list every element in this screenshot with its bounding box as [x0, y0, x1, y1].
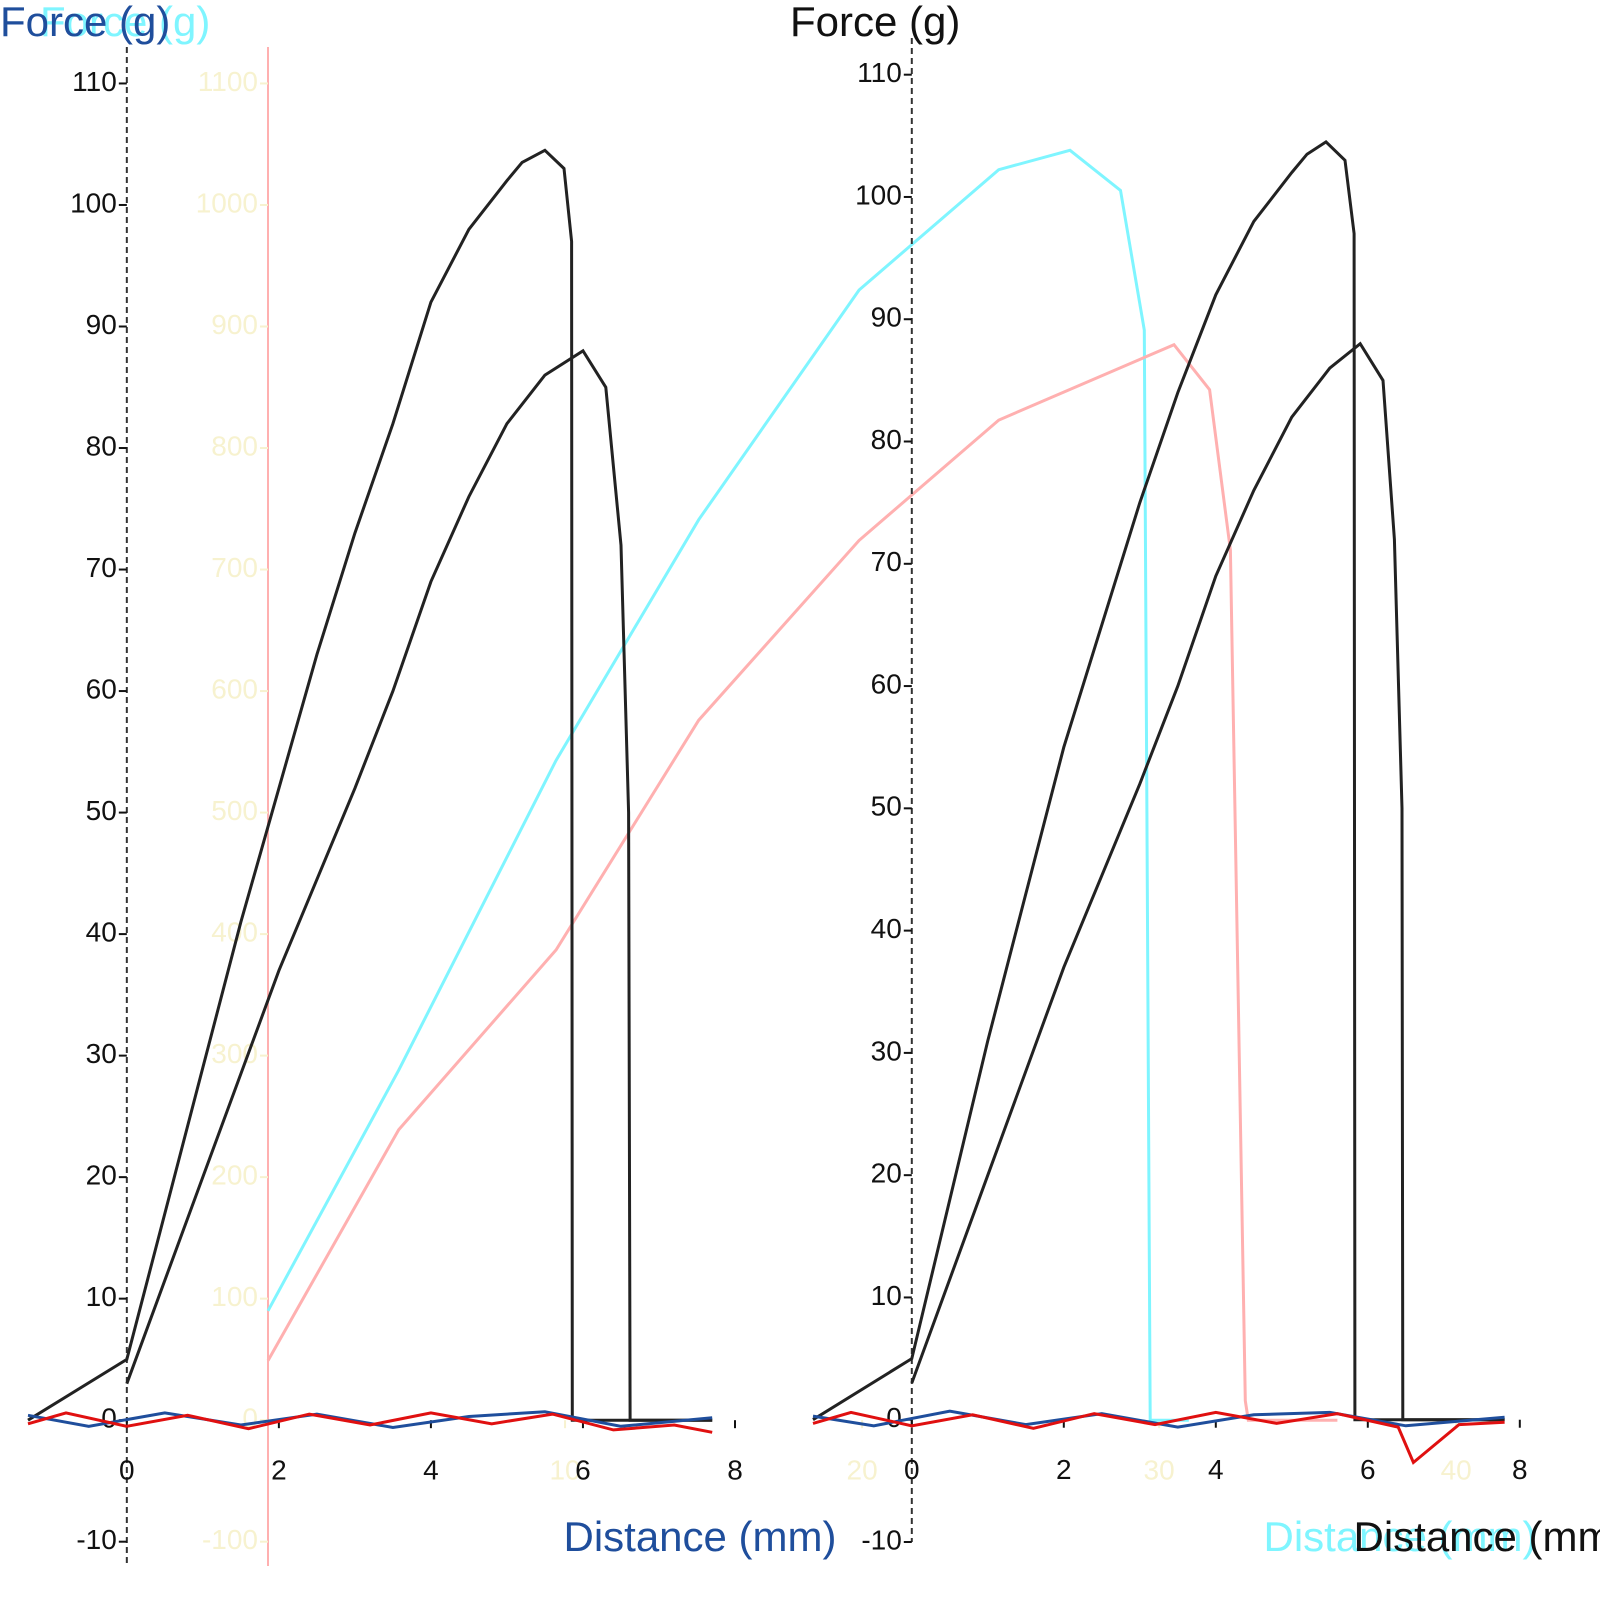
y-axis-title: Force (g): [0, 0, 170, 45]
y-tick-label: -100: [202, 1524, 258, 1555]
y-tick-label: 80: [86, 430, 117, 461]
y-axis-title: Force (g): [790, 0, 960, 45]
x-tick-label: 8: [1512, 1454, 1528, 1485]
x-tick-label: 8: [727, 1455, 743, 1486]
y-tick-label: 110: [857, 57, 902, 88]
x-tick-label: 2: [1056, 1454, 1072, 1485]
y-tick-label: 0: [101, 1403, 117, 1434]
y-tick-label: 90: [86, 309, 117, 340]
x-axis-title: Distance (mm): [1263, 1513, 1536, 1560]
x-tick-label: 2: [271, 1455, 287, 1486]
y-tick-label: 100: [211, 1281, 258, 1312]
y-tick-label: 70: [871, 546, 902, 577]
y-tick-label: 10: [86, 1281, 117, 1312]
y-tick-label: 30: [86, 1038, 117, 1069]
y-tick-label: 80: [871, 424, 902, 455]
x-tick-label: 40: [1441, 1455, 1472, 1486]
y-tick-label: 30: [871, 1035, 902, 1066]
x-tick-label: 4: [423, 1455, 439, 1486]
data-line: [27, 148, 713, 1422]
y-tick-label: 100: [855, 179, 902, 210]
x-tick-label: 30: [1144, 1455, 1175, 1486]
y-tick-label: 0: [886, 1402, 902, 1433]
y-tick-label: 1100: [198, 66, 258, 97]
y-axis-title: Force (g): [40, 0, 210, 45]
y-tick-label: 20: [86, 1160, 117, 1191]
y-tick-label: 50: [86, 795, 117, 826]
y-tick-label: 200: [211, 1160, 258, 1191]
x-tick-label: 0: [904, 1454, 920, 1485]
data-line: [27, 1411, 713, 1434]
x-tick-label: 20: [847, 1455, 878, 1486]
y-tick-label: 600: [211, 673, 258, 704]
y-tick-label: 60: [86, 673, 117, 704]
y-tick-label: 70: [86, 552, 117, 583]
data-line: [812, 1410, 1505, 1465]
data-line: [812, 139, 1505, 1422]
y-tick-label: 50: [871, 791, 902, 822]
y-tick-label: -10: [861, 1524, 901, 1555]
x-tick-label: 4: [1208, 1454, 1224, 1485]
y-tick-label: 60: [871, 668, 902, 699]
y-tick-label: 90: [871, 302, 902, 333]
y-tick-label: 1000: [196, 187, 258, 218]
y-tick-label: 110: [72, 66, 117, 97]
x-tick-label: 0: [119, 1455, 135, 1486]
y-tick-label: 100: [70, 187, 117, 218]
y-tick-label: 800: [211, 430, 258, 461]
y-tick-label: 700: [211, 552, 258, 583]
data-line: [266, 148, 1189, 1422]
x-tick-label: 10: [549, 1455, 580, 1486]
x-axis-title: Distance (mm): [563, 1513, 836, 1560]
y-tick-label: 20: [871, 1158, 902, 1189]
y-tick-label: 40: [86, 916, 117, 947]
y-tick-label: 900: [211, 309, 258, 340]
x-axis-title: Distance (mm): [1353, 1513, 1600, 1560]
y-tick-label: 40: [871, 913, 902, 944]
y-tick-label: 300: [211, 1038, 258, 1069]
y-tick-label: -10: [76, 1524, 116, 1555]
x-tick-label: 6: [575, 1455, 591, 1486]
data-line: [125, 348, 713, 1422]
data-line: [910, 341, 1505, 1422]
y-tick-label: 10: [871, 1280, 902, 1311]
x-tick-label: 6: [1360, 1454, 1376, 1485]
y-tick-label: 500: [211, 795, 258, 826]
data-line: [266, 342, 1338, 1422]
